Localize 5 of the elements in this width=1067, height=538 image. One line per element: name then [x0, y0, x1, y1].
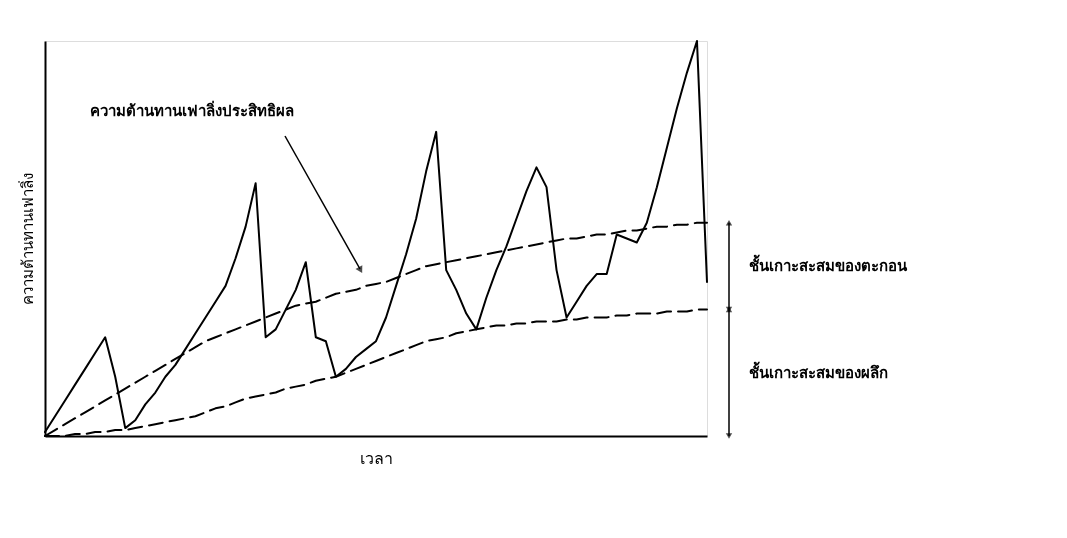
annotation: ความต้านทานเฟาลิ่งประสิทธิผล [90, 100, 294, 120]
x-axis-title: เวลา [360, 448, 393, 468]
text: ชั้นเกาะสะสมของผลึก [749, 360, 888, 382]
text: ชั้นเกาะสะสมของตะกอน [749, 254, 908, 276]
y-axis-title: ความต้านทานเฟาลิ่ง [16, 173, 37, 305]
